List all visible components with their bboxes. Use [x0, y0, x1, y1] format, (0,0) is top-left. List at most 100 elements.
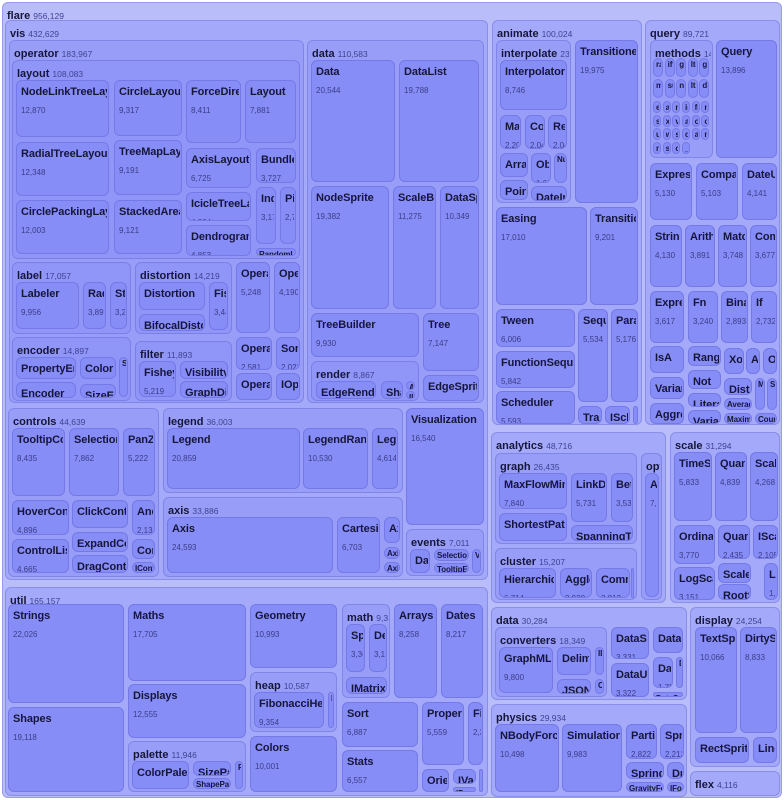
treemap-cell-ipredicate[interactable]: IPredicate383 [453, 787, 476, 792]
treemap-cell-shape-encoder[interactable]: ShapeEncoder1,690 [119, 357, 128, 397]
treemap-cell-hover-control[interactable]: HoverControl 4,896 [12, 500, 69, 535]
treemap-cell-icontrol[interactable]: IControl763 [132, 562, 155, 573]
treemap-cell-scale-type[interactable]: ScaleType1,821 [718, 563, 751, 583]
treemap-cell-sparse-matrix[interactable]: SparseMatrix 3,366 [346, 624, 365, 672]
treemap-cell-fisheye-tree-filter[interactable]: FisheyeTreeFilter 5,219 [139, 361, 176, 397]
treemap-cell-dates[interactable]: Dates 8,217 [441, 604, 483, 698]
treemap-cell-data-source[interactable]: DataSource 3,331 [611, 627, 649, 659]
treemap-cell-imatrix[interactable]: IMatrix2,815 [346, 677, 387, 694]
treemap-cell-operator-list[interactable]: OperatorList 5,248 [236, 262, 270, 333]
treemap-cell-expression[interactable]: Expression 5,130 [650, 163, 692, 220]
treemap-cell-log-scale[interactable]: LogScale 3,151 [674, 567, 715, 600]
treemap-cell-max-flow-min-cut[interactable]: MaxFlowMinCut 7,840 [499, 473, 567, 509]
treemap-cell-linear-scale[interactable]: LinearScale 1,316 [764, 563, 778, 600]
treemap-cell-encoder[interactable]: Encoder4,060 [16, 382, 76, 398]
treemap-cell-selection-control[interactable]: SelectionControl 7,862 [69, 428, 119, 496]
treemap-cell-tree-map-layout[interactable]: TreeMapLayout 9,191 [114, 140, 182, 195]
treemap-cell-legend-range[interactable]: LegendRange 10,530 [303, 428, 368, 489]
treemap-cell-fn[interactable]: Fn 3,240 [688, 291, 718, 343]
treemap-cell-fisheye-distortion[interactable]: FisheyeDistortion 3,444 [209, 282, 228, 330]
treemap-cell-visualization-event[interactable]: VisualizationEvent1,117 [472, 549, 481, 573]
treemap-cell-arithmetic[interactable]: Arithmetic 3,891 [685, 225, 715, 287]
treemap-cell-labeler[interactable]: Labeler 9,956 [16, 282, 79, 329]
treemap-cell-root-scale[interactable]: RootScale1,756 [718, 584, 751, 600]
treemap-cell-pie-layout[interactable]: PieLayout 2,728 [280, 187, 296, 244]
treemap-cell-point-interpolator[interactable]: PointInterpolator1,675 [500, 180, 528, 200]
treemap-cell-orderby[interactable]: orderby307 [701, 114, 710, 127]
treemap-cell-xor[interactable]: Xor1,101 [724, 348, 744, 374]
treemap-cell-or[interactable]: Or970 [763, 348, 777, 374]
treemap-cell-hierarchical-cluster[interactable]: HierarchicalCluster 6,714 [499, 568, 556, 598]
treemap-cell-and[interactable]: And1,027 [746, 348, 760, 374]
treemap-cell-tooltip-control[interactable]: TooltipControl 8,435 [12, 428, 65, 496]
treemap-cell-date-interpolator[interactable]: DateInterpolator1,375 [531, 186, 567, 201]
treemap-cell-drag-force[interactable]: DragForce1,082 [667, 762, 684, 779]
treemap-cell-property-encoder[interactable]: PropertyEncoder4,138 [16, 357, 76, 379]
treemap-cell-color-encoder[interactable]: ColorEncoder3,179 [80, 357, 116, 379]
treemap-cell-arrays[interactable]: Arrays 8,258 [394, 604, 437, 698]
treemap-cell-neq[interactable]: neq599 [676, 79, 687, 98]
treemap-cell-color-palette[interactable]: ColorPalette 6,367 [132, 761, 189, 789]
treemap-cell-ioperator[interactable]: IOperator1,286 [276, 373, 300, 400]
treemap-cell-interpolator[interactable]: Interpolator 8,746 [500, 60, 567, 110]
treemap-cell-fn[interactable]: fn460 [691, 101, 700, 113]
treemap-cell-edge-sprite[interactable]: EdgeSprite3,301 [423, 375, 479, 401]
treemap-cell-tree[interactable]: Tree 7,147 [423, 313, 479, 371]
treemap-cell-add[interactable]: add593 [662, 101, 671, 113]
treemap-cell-rectangle-interpolator[interactable]: RectangleInterpolator 2,042 [548, 115, 567, 149]
treemap-cell-sum[interactable]: Sum791 [767, 378, 777, 410]
treemap-cell-data-table[interactable]: DataTable772 [676, 657, 683, 688]
treemap-cell-text-sprite[interactable]: TextSprite 10,066 [695, 627, 737, 733]
treemap-cell-data-event[interactable]: DataEvent2,313 [410, 549, 430, 573]
treemap-cell-array-interpolator[interactable]: ArrayInterpolator1,983 [500, 153, 528, 177]
treemap-cell-object-interpolator[interactable]: ObjectInterpolator 1,629 [531, 153, 551, 183]
treemap-cell-fibonacci-heap[interactable]: FibonacciHeap 9,354 [254, 692, 324, 728]
treemap-cell-displays[interactable]: Displays 12,555 [128, 684, 246, 738]
treemap-cell-scale-binding[interactable]: ScaleBinding 11,275 [393, 186, 436, 309]
treemap-cell-data-util[interactable]: DataUtil 3,322 [611, 663, 649, 697]
treemap-cell-force-directed-layout[interactable]: ForceDirectedLayout 8,411 [186, 80, 241, 143]
treemap-cell-control-list[interactable]: ControlList 4,665 [12, 539, 69, 573]
treemap-cell-distinct[interactable]: distinct292 [682, 128, 691, 140]
treemap-cell-variable[interactable]: Variable1,124 [688, 410, 721, 424]
treemap-cell-sum[interactable]: sum280 [662, 141, 671, 154]
treemap-cell-node-sprite[interactable]: NodeSprite 19,382 [311, 186, 389, 309]
treemap-cell-orientation[interactable]: Orientation1,486 [422, 769, 449, 792]
treemap-cell-easing[interactable]: Easing 17,010 [496, 207, 587, 305]
treemap-cell-gte[interactable]: gte625 [676, 58, 687, 77]
treemap-cell-xor[interactable]: xor354 [662, 114, 671, 127]
treemap-cell-shapes[interactable]: Shapes 19,118 [8, 707, 124, 792]
treemap-cell-spring[interactable]: Spring 2,213 [660, 724, 684, 759]
treemap-cell-ivalue-proxy[interactable]: IValueProxy874 [453, 769, 476, 784]
treemap-cell-stacked-area-labeler[interactable]: StackedAreaLabeler 3,202 [110, 282, 127, 329]
treemap-cell-range[interactable]: Range1,594 [688, 346, 721, 366]
treemap-cell-aspect-ratio-banker[interactable]: AspectRatioBanker 7,074 [645, 473, 659, 597]
treemap-cell-nbody-force[interactable]: NBodyForce 10,498 [495, 724, 559, 792]
treemap-cell-color-interpolator[interactable]: ColorInterpolator 2,047 [525, 115, 545, 149]
treemap-cell-node[interactable]: _264 [682, 141, 691, 154]
treemap-cell-and[interactable]: and330 [682, 114, 691, 127]
treemap-cell-sequence[interactable]: Sequence 5,534 [578, 309, 608, 402]
treemap-cell-average[interactable]: Average891 [724, 398, 752, 410]
treemap-cell-radial-labeler[interactable]: RadialLabeler 3,899 [83, 282, 106, 329]
treemap-cell-ordinal-scale[interactable]: OrdinalScale 3,770 [674, 525, 715, 564]
treemap-cell-visualization[interactable]: Visualization 16,540 [406, 408, 484, 525]
treemap-cell-spanning-tree[interactable]: SpanningTree3,416 [571, 525, 633, 541]
treemap-cell-community-structure[interactable]: CommunityStructure 3,812 [596, 568, 630, 598]
treemap-cell-axis-layout[interactable]: AxisLayout 6,725 [186, 148, 251, 188]
treemap-cell-shortest-paths[interactable]: ShortestPaths 5,914 [499, 513, 567, 541]
treemap-cell-query[interactable]: Query 13,896 [716, 40, 777, 158]
treemap-cell-operator-switch[interactable]: OperatorSwitch 2,581 [236, 337, 272, 370]
treemap-cell-match[interactable]: Match 3,748 [718, 225, 747, 287]
treemap-cell-time-scale[interactable]: TimeScale 5,833 [674, 452, 712, 521]
treemap-cell-stacked-area-layout[interactable]: StackedAreaLayout 9,121 [114, 200, 182, 254]
treemap-cell-delimited-text-converter[interactable]: DelimitedTextConverter 4,294 [557, 647, 591, 675]
treemap-cell-shape-renderer[interactable]: ShapeRenderer2,247 [381, 381, 403, 399]
treemap-cell-operator-sequence[interactable]: OperatorSequence 4,190 [274, 262, 300, 333]
treemap-cell-shape-palette[interactable]: ShapePalette2,059 [193, 778, 231, 789]
treemap-cell-pause[interactable]: Pause449 [633, 406, 638, 424]
treemap-cell-composite-expression[interactable]: CompositeExpression 3,677 [750, 225, 777, 287]
treemap-cell-sub[interactable]: sub600 [664, 79, 675, 98]
treemap-cell-quantitative-scale[interactable]: QuantitativeScale 4,839 [715, 452, 747, 521]
treemap-cell-data[interactable]: Data 20,544 [311, 60, 395, 182]
